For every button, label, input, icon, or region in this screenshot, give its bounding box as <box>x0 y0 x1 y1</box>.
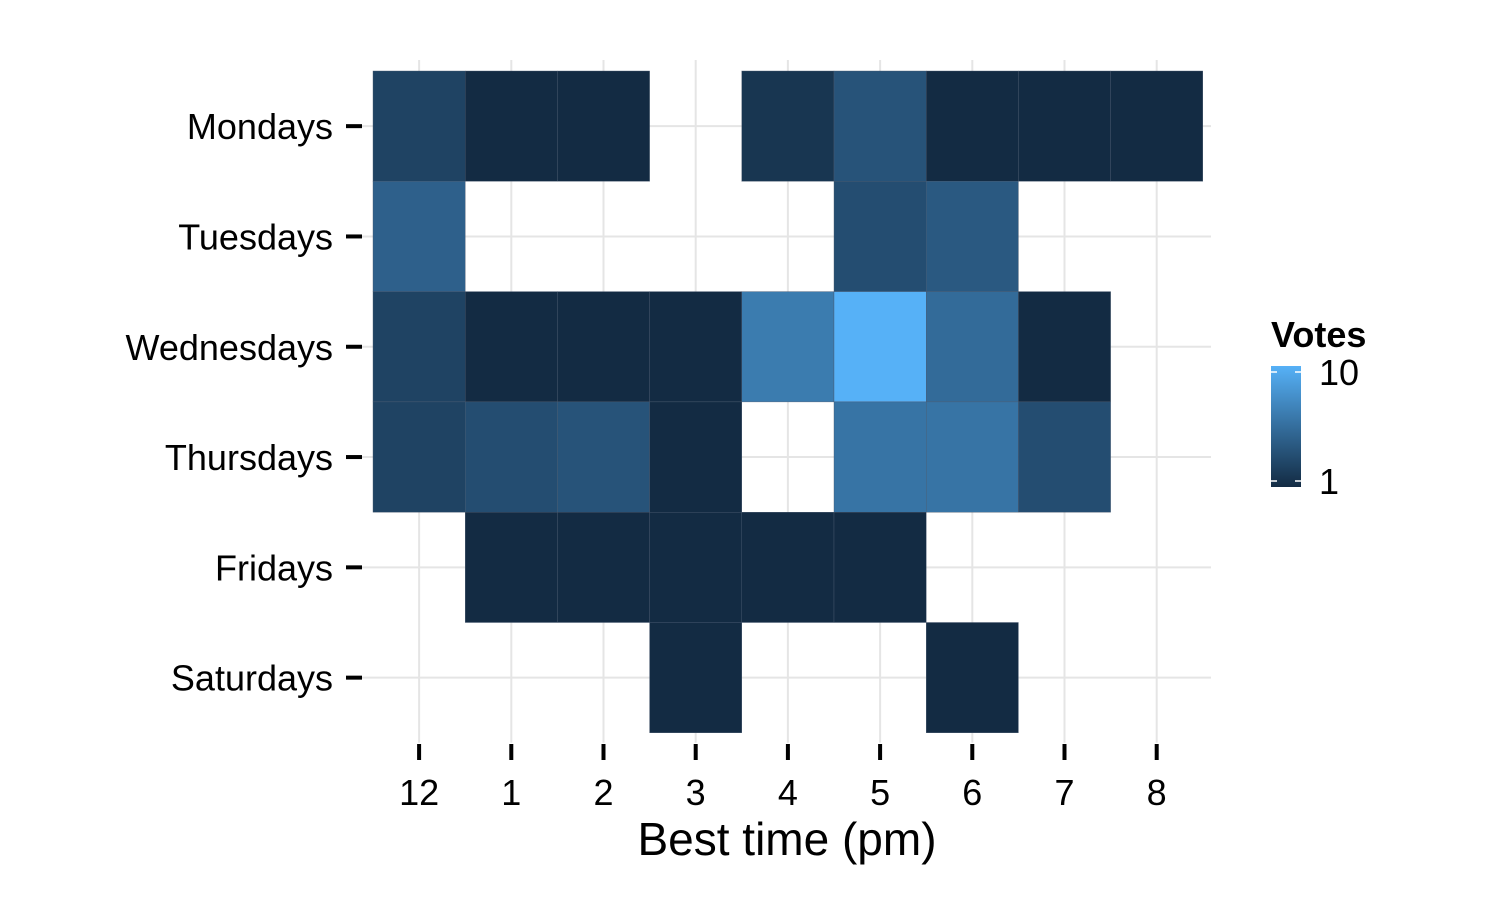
y-tick-label: Mondays <box>187 106 333 147</box>
heatmap-cell <box>833 512 927 623</box>
x-tick-label: 5 <box>870 772 890 813</box>
heatmap-cell <box>557 291 650 403</box>
heatmap-cell <box>372 70 466 182</box>
legend-title: Votes <box>1271 314 1366 355</box>
heatmap-cell <box>1018 401 1111 513</box>
axis-layer: 12 1 2 3 4 5 6 7 8MondaysTuesdaysWednesdaysThurs… <box>126 106 1167 813</box>
heatmap-cell <box>833 181 927 292</box>
heatmap-cell <box>833 401 927 513</box>
legend-break-label: 10 <box>1319 352 1359 393</box>
x-tick-label: 7 <box>1054 772 1074 813</box>
heatmap-cell <box>741 512 835 623</box>
x-tick-label: 2 <box>593 772 613 813</box>
heatmap-cell <box>926 70 1019 182</box>
cell-layer <box>372 70 1203 734</box>
heatmap-cell <box>465 291 558 403</box>
heatmap-cell <box>372 181 466 292</box>
heatmap-cell <box>926 181 1019 292</box>
heatmap-cell <box>465 70 558 182</box>
x-tick-label: 12 <box>399 772 439 813</box>
heatmap-cell <box>372 291 466 403</box>
heatmap-cell <box>741 70 835 182</box>
x-axis-title: Best time (pm) <box>637 813 936 865</box>
heatmap-cell <box>649 622 742 734</box>
legend-break-label: 1 <box>1319 461 1339 502</box>
heatmap-cell <box>1018 70 1111 182</box>
y-tick-label: Thursdays <box>165 437 333 478</box>
legend: Votes 1 10 <box>1271 314 1366 502</box>
heatmap-cell <box>926 622 1019 734</box>
heatmap-cell <box>557 70 650 182</box>
heatmap-cell <box>1018 291 1111 403</box>
heatmap-cell <box>557 401 650 513</box>
y-tick-label: Fridays <box>215 547 333 588</box>
x-tick-label: 8 <box>1147 772 1167 813</box>
x-tick-label: 6 <box>962 772 982 813</box>
y-tick-label: Saturdays <box>171 658 333 699</box>
heatmap-cell <box>649 291 742 403</box>
x-tick-label: 4 <box>778 772 798 813</box>
x-tick-label: 3 <box>686 772 706 813</box>
heatmap-cell <box>1110 70 1203 182</box>
heatmap-cell <box>465 401 558 513</box>
legend-colorbar <box>1271 366 1301 487</box>
heatmap-cell <box>649 401 742 513</box>
heatmap-cell <box>926 291 1019 403</box>
heatmap-cell <box>465 512 558 623</box>
y-tick-label: Wednesdays <box>126 327 333 368</box>
heatmap-cell <box>372 401 466 513</box>
heatmap-cell <box>833 291 927 403</box>
y-tick-label: Tuesdays <box>178 216 333 257</box>
x-tick-label: 1 <box>501 772 521 813</box>
heatmap-cell <box>833 70 927 182</box>
heatmap-cell <box>926 401 1019 513</box>
heatmap-cell <box>649 512 742 623</box>
heatmap-cell <box>557 512 650 623</box>
heatmap-cell <box>741 291 835 403</box>
